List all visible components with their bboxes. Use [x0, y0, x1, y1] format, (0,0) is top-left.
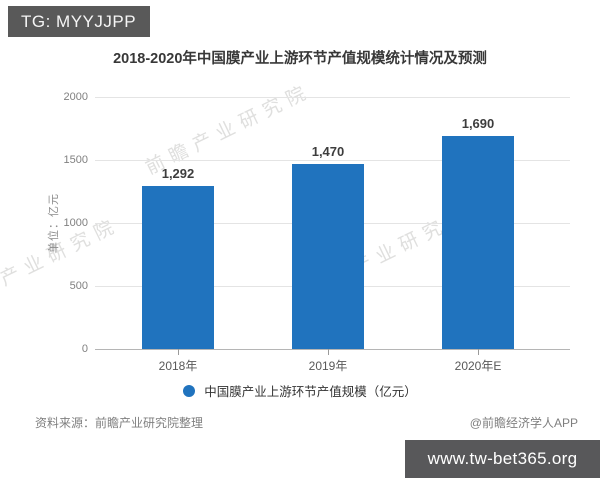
bar-value-label: 1,690 [461, 116, 495, 132]
x-tick-mark [478, 349, 479, 355]
url-banner: www.tw-bet365.org [405, 440, 600, 478]
bar-value-label: 1,292 [161, 166, 195, 182]
y-tick-label: 1000 [63, 217, 88, 229]
gridline [95, 97, 570, 98]
x-axis-line [95, 349, 570, 350]
legend-marker-icon [183, 384, 196, 397]
y-tick-label: 1500 [63, 154, 88, 166]
x-tick-mark [178, 349, 179, 355]
tg-watermark-badge: TG: MYYJJPP [8, 6, 151, 37]
credit-note: @前瞻经济学人APP [469, 416, 578, 430]
plot-area [95, 97, 570, 355]
y-tick-label: 0 [81, 343, 88, 355]
source-note: 资料来源：前瞻产业研究院整理 [35, 416, 204, 430]
y-tick-label: 2000 [63, 91, 88, 103]
x-tick-label: 2018年 [158, 359, 198, 373]
x-tick-label: 2020年E [454, 359, 502, 373]
x-tick-mark [328, 349, 329, 355]
y-tick-label: 500 [69, 280, 88, 292]
legend: 中国膜产业上游环节产值规模（亿元） [0, 381, 600, 400]
bar-2018年 [142, 186, 214, 349]
bar-value-label: 1,470 [311, 143, 345, 159]
gridline [95, 160, 570, 161]
legend-label: 中国膜产业上游环节产值规模（亿元） [204, 385, 417, 399]
bar-2019年 [292, 163, 364, 349]
bar-2020年E [442, 136, 514, 349]
chart-title: 2018-2020年中国膜产业上游环节产值规模统计情况及预测 [113, 51, 487, 67]
x-tick-label: 2019年 [308, 359, 348, 373]
